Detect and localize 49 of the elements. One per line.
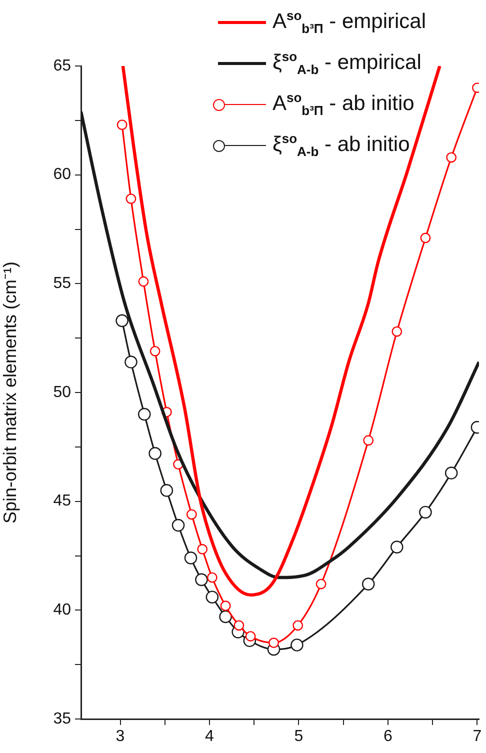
point (268, 638, 279, 648)
point (245, 631, 256, 642)
point (184, 552, 198, 564)
point (206, 572, 218, 583)
y-tick-label: 55 (53, 275, 72, 292)
x-tick-label: 7 (472, 728, 482, 746)
y-tick-label: 65 (53, 57, 72, 74)
point (390, 540, 404, 554)
x-tick-label: 5 (294, 728, 304, 746)
point (219, 610, 232, 624)
point (290, 638, 304, 652)
y-tick-label: 60 (53, 166, 72, 184)
point (160, 484, 174, 497)
legend-label: A$^{so}$$_{b³Π}$ - ab initio (272, 90, 414, 119)
point (116, 314, 128, 328)
legend-label: ξ$^{so}$$_{A-b}$ - empirical (272, 49, 422, 78)
point (197, 544, 208, 554)
point (444, 466, 458, 480)
y-tick-label: 35 (53, 710, 72, 728)
point (446, 152, 457, 163)
point (148, 447, 162, 460)
point (362, 578, 375, 590)
point (316, 578, 326, 590)
y-axis-title: Spin-orbit matrix elements (cm⁻¹) (0, 261, 20, 524)
legend-label: A$^{so}$$_{b³Π}$ - empirical (272, 8, 426, 37)
point (220, 600, 231, 612)
point (126, 194, 136, 204)
y-tick-label: 40 (53, 602, 72, 619)
point (172, 518, 185, 532)
x-tick-label: 4 (205, 728, 214, 746)
point (138, 408, 151, 421)
point (419, 506, 432, 519)
point (138, 276, 149, 287)
point (116, 120, 128, 130)
point (363, 435, 374, 446)
point (150, 346, 160, 356)
point (124, 356, 138, 368)
point (420, 232, 431, 244)
point (195, 573, 208, 586)
point (234, 620, 244, 631)
x-tick-label: 3 (116, 728, 125, 746)
x-tick-label: 6 (384, 728, 393, 746)
y-tick-label: 45 (53, 492, 72, 510)
point (392, 326, 402, 337)
point (292, 620, 304, 631)
y-tick-label: 50 (53, 384, 72, 401)
legend-label: ξ$^{so}$$_{A-b}$ - ab initio (272, 131, 410, 160)
point (206, 590, 219, 604)
point (186, 509, 197, 520)
